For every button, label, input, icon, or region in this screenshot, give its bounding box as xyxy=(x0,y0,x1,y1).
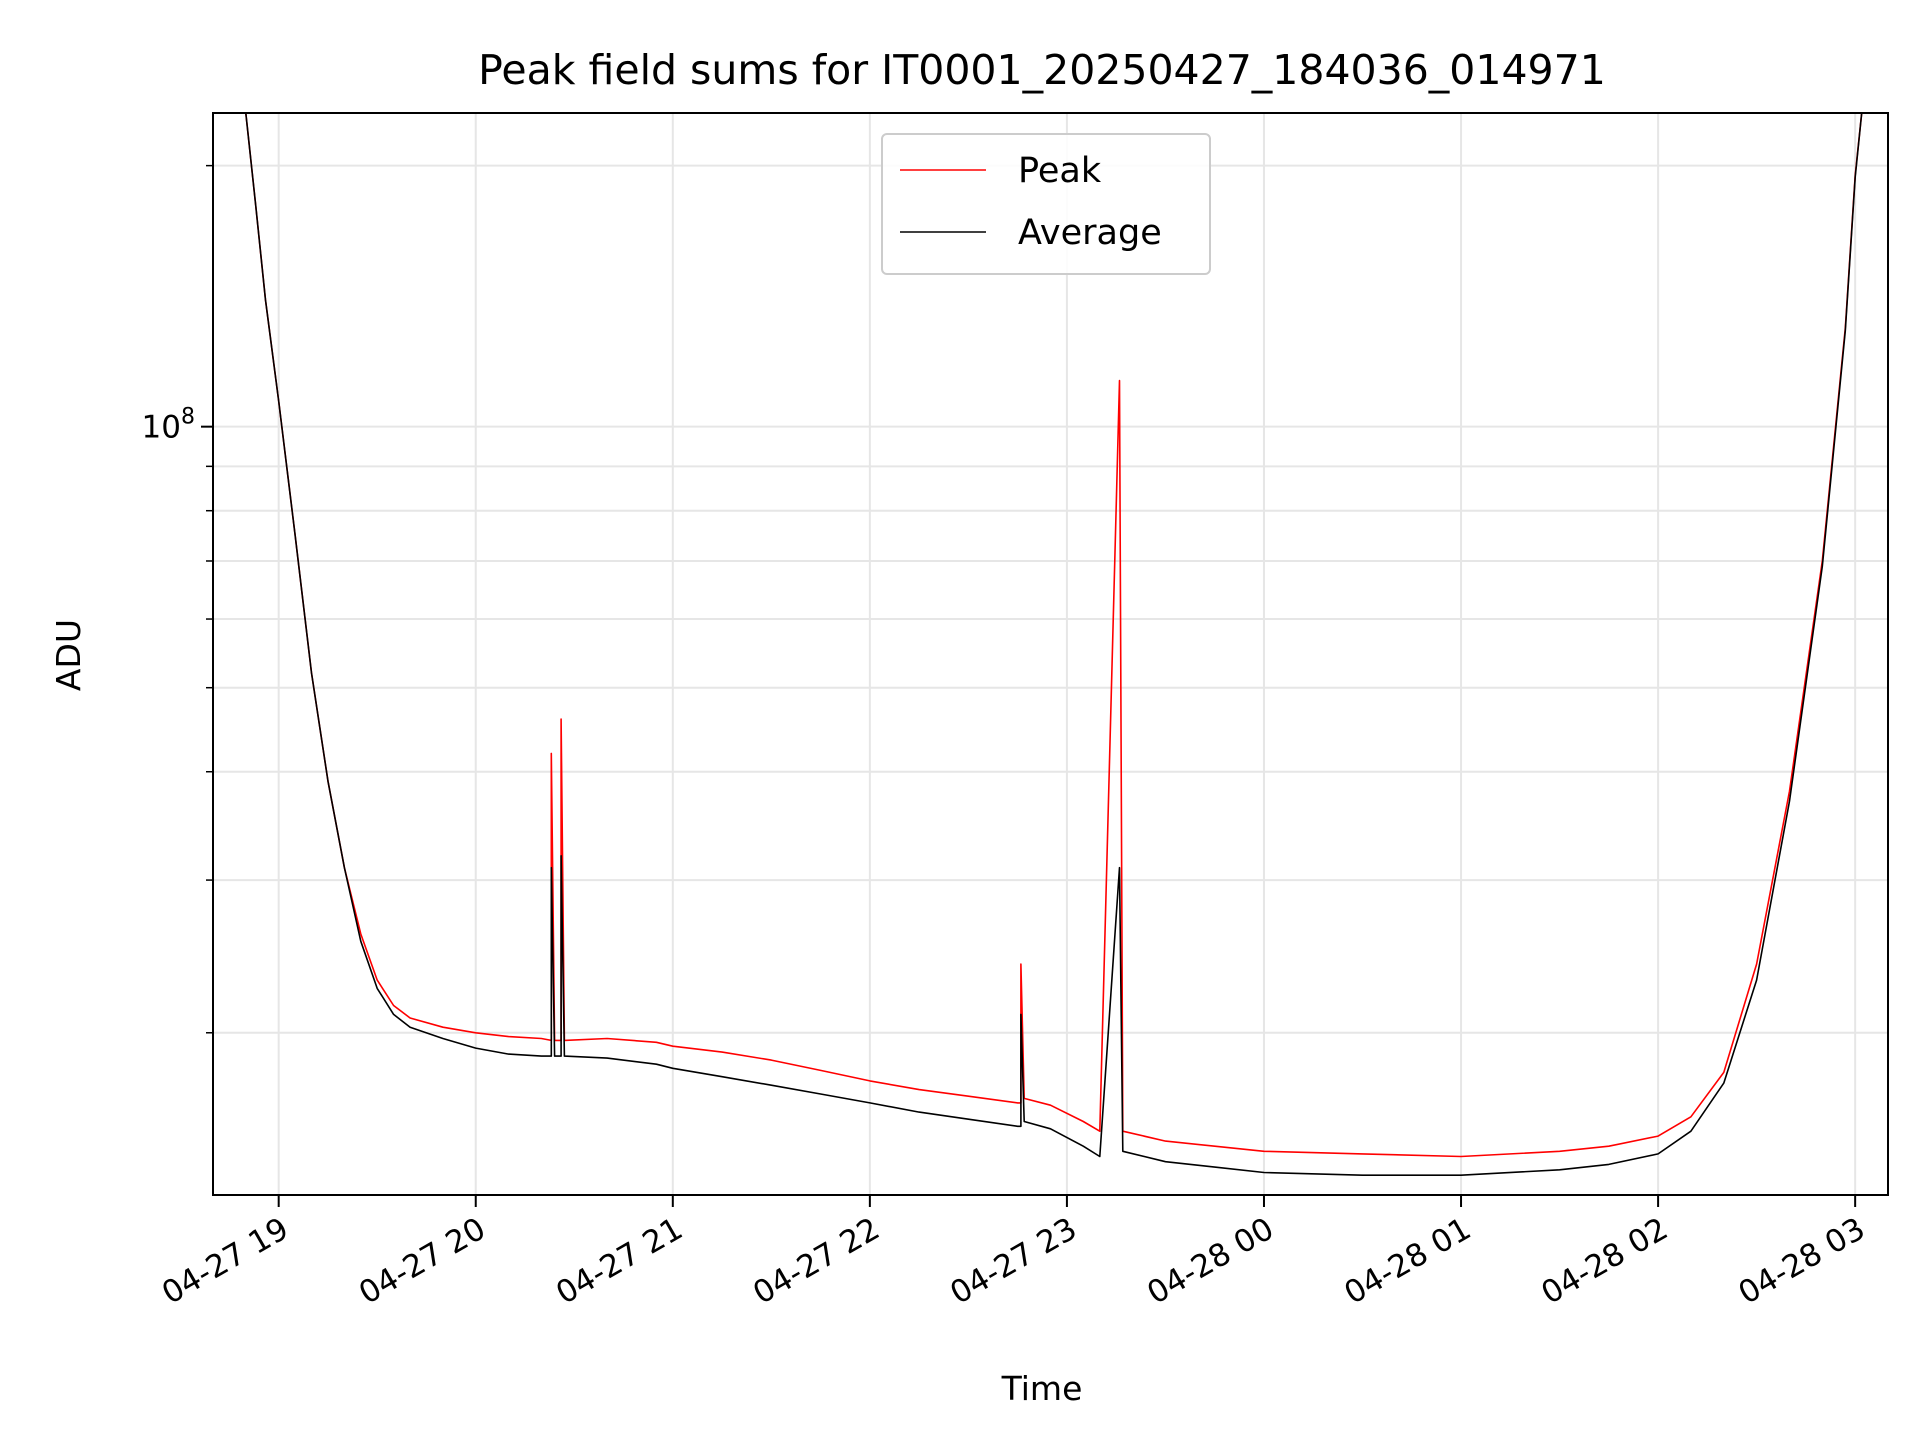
series-line-average xyxy=(245,113,1863,1176)
plot-frame xyxy=(212,112,1889,1196)
legend: Peak Average xyxy=(881,133,1211,275)
y-tick-label: 108 xyxy=(142,405,195,446)
series-layer xyxy=(245,113,1863,1176)
y-axis-label: ADU xyxy=(49,619,88,691)
series-line-peak xyxy=(245,113,1863,1158)
legend-label-average: Average xyxy=(1018,213,1162,253)
grid xyxy=(213,113,1888,1195)
legend-box xyxy=(881,133,1211,275)
legend-label-peak: Peak xyxy=(1018,151,1102,191)
chart-title: Peak field sums for IT0001_20250427_1840… xyxy=(478,46,1606,94)
x-axis-label: Time xyxy=(1001,1369,1083,1408)
